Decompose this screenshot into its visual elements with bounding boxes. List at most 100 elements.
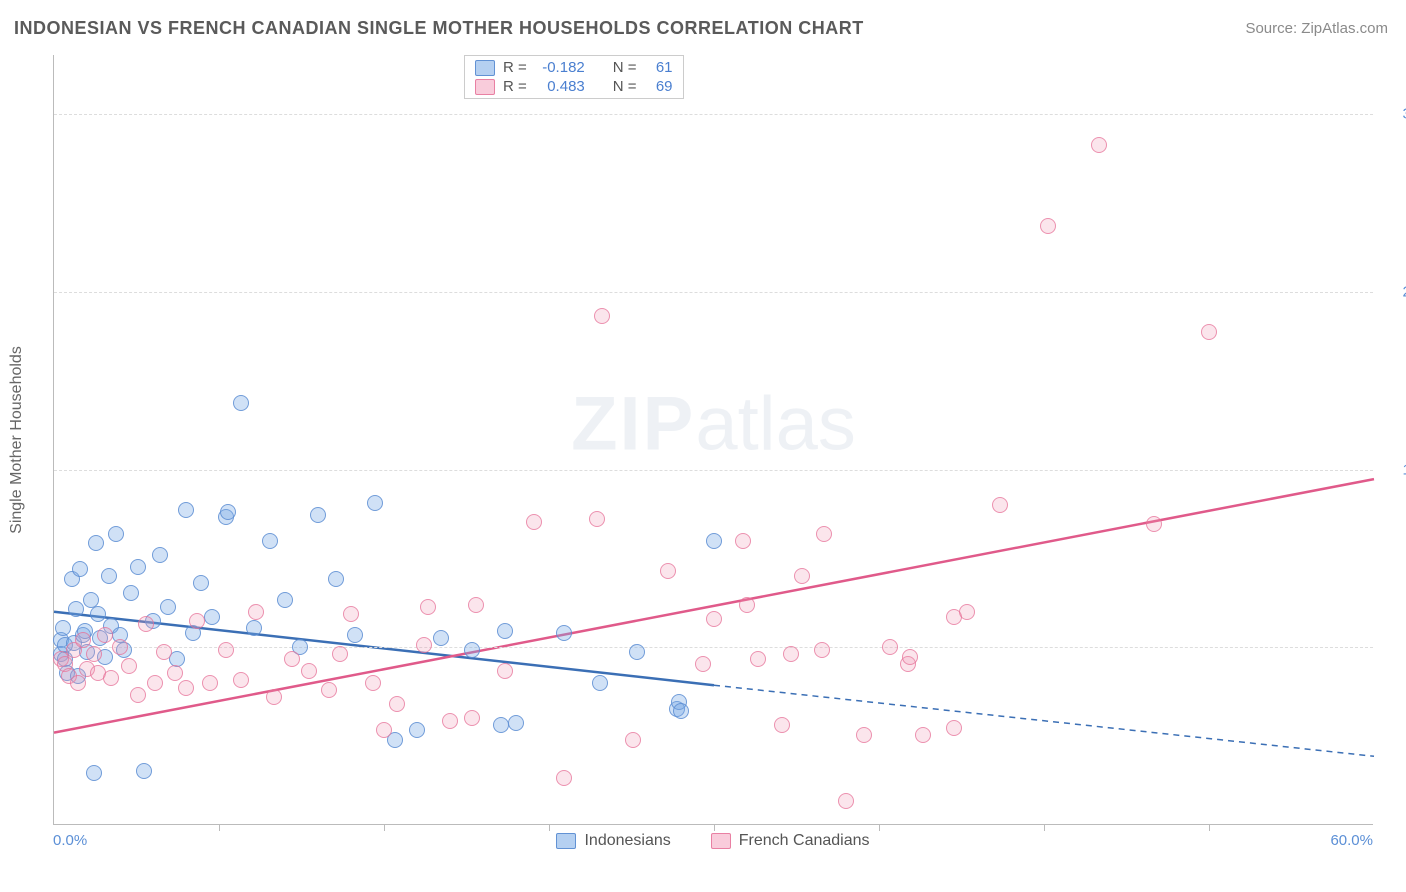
data-point	[816, 526, 832, 542]
source-text: Source: ZipAtlas.com	[1245, 20, 1388, 37]
data-point	[233, 672, 249, 688]
data-point	[101, 568, 117, 584]
data-point	[86, 646, 102, 662]
data-point	[90, 606, 106, 622]
data-point	[464, 642, 480, 658]
y-tick-label: 15.0%	[1380, 461, 1406, 478]
gridline	[54, 114, 1373, 115]
data-point	[262, 533, 278, 549]
data-point	[108, 526, 124, 542]
data-point	[902, 649, 918, 665]
y-axis-label: Single Mother Households	[8, 346, 26, 534]
data-point	[739, 597, 755, 613]
data-point	[130, 559, 146, 575]
data-point	[838, 793, 854, 809]
data-point	[218, 642, 234, 658]
data-point	[556, 625, 572, 641]
data-point	[1040, 218, 1056, 234]
data-point	[55, 620, 71, 636]
data-point	[347, 627, 363, 643]
n-value: 61	[645, 59, 673, 76]
x-tick	[1209, 824, 1210, 831]
data-point	[68, 601, 84, 617]
data-point	[695, 656, 711, 672]
data-point	[416, 637, 432, 653]
data-point	[365, 675, 381, 691]
stats-row: R =0.483N =69	[465, 77, 683, 96]
data-point	[75, 632, 91, 648]
data-point	[946, 720, 962, 736]
swatch-icon	[475, 60, 495, 76]
r-label: R =	[503, 78, 527, 95]
data-point	[301, 663, 317, 679]
data-point	[328, 571, 344, 587]
data-point	[497, 623, 513, 639]
data-point	[464, 710, 480, 726]
legend-label: French Canadians	[739, 832, 870, 850]
data-point	[594, 308, 610, 324]
data-point	[367, 495, 383, 511]
data-point	[86, 765, 102, 781]
gridline	[54, 292, 1373, 293]
chart-title: INDONESIAN VS FRENCH CANADIAN SINGLE MOT…	[14, 18, 864, 39]
y-tick-label: 7.5%	[1380, 639, 1406, 656]
data-point	[706, 611, 722, 627]
data-point	[1201, 324, 1217, 340]
data-point	[72, 561, 88, 577]
y-tick-label: 22.5%	[1380, 283, 1406, 300]
data-point	[147, 675, 163, 691]
data-point	[284, 651, 300, 667]
data-point	[442, 713, 458, 729]
data-point	[97, 627, 113, 643]
data-point	[420, 599, 436, 615]
data-point	[673, 703, 689, 719]
data-point	[138, 616, 154, 632]
data-point	[121, 658, 137, 674]
data-point	[750, 651, 766, 667]
legend-label: Indonesians	[584, 832, 670, 850]
y-tick-label: 30.0%	[1380, 106, 1406, 123]
data-point	[1091, 137, 1107, 153]
data-point	[277, 592, 293, 608]
swatch-icon	[556, 833, 576, 849]
r-value: 0.483	[535, 78, 585, 95]
data-point	[152, 547, 168, 563]
data-point	[248, 604, 264, 620]
r-value: -0.182	[535, 59, 585, 76]
data-point	[193, 575, 209, 591]
stats-row: R =-0.182N =61	[465, 58, 683, 77]
data-point	[178, 502, 194, 518]
data-point	[189, 613, 205, 629]
data-point	[660, 563, 676, 579]
swatch-icon	[711, 833, 731, 849]
data-point	[88, 535, 104, 551]
data-point	[123, 585, 139, 601]
data-point	[706, 533, 722, 549]
data-point	[794, 568, 810, 584]
data-point	[592, 675, 608, 691]
r-label: R =	[503, 59, 527, 76]
data-point	[246, 620, 262, 636]
bottom-legend: Indonesians French Canadians	[53, 832, 1373, 850]
data-point	[735, 533, 751, 549]
data-point	[814, 642, 830, 658]
data-point	[130, 687, 146, 703]
data-point	[589, 511, 605, 527]
data-point	[497, 663, 513, 679]
data-point	[389, 696, 405, 712]
legend-item: Indonesians	[556, 832, 670, 850]
data-point	[332, 646, 348, 662]
x-tick	[1044, 824, 1045, 831]
data-point	[70, 675, 86, 691]
data-point	[625, 732, 641, 748]
data-point	[433, 630, 449, 646]
data-point	[310, 507, 326, 523]
gridline	[54, 647, 1373, 648]
x-tick	[879, 824, 880, 831]
data-point	[112, 639, 128, 655]
data-point	[1146, 516, 1162, 532]
data-point	[468, 597, 484, 613]
data-point	[774, 717, 790, 733]
x-tick	[219, 824, 220, 831]
data-point	[556, 770, 572, 786]
